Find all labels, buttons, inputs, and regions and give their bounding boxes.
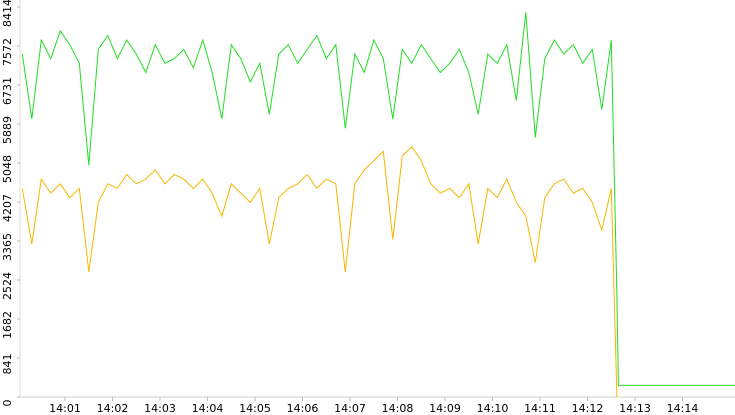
y-tick-label: 0 (1, 400, 14, 407)
x-tick-label: 14:08 (382, 402, 414, 415)
y-tick-label: 5889 (1, 116, 14, 144)
x-tick-label: 14:05 (239, 402, 271, 415)
y-tick-label: 7572 (1, 38, 14, 66)
x-tick-label: 14:14 (667, 402, 699, 415)
x-tick-label: 14:03 (144, 402, 176, 415)
y-tick-label: 4207 (1, 194, 14, 222)
x-tick-label: 14:09 (429, 402, 461, 415)
y-tick-label: 6731 (1, 77, 14, 105)
x-tick-label: 14:13 (619, 402, 651, 415)
series-line (21, 12, 735, 386)
y-tick-label: 1682 (1, 311, 14, 339)
x-tick-label: 14:04 (192, 402, 224, 415)
x-tick-label: 14:02 (97, 402, 129, 415)
y-tick-label: 841 (1, 354, 14, 375)
x-tick-label: 14:10 (477, 402, 509, 415)
x-tick-label: 14:12 (572, 402, 604, 415)
x-tick-label: 14:11 (524, 402, 556, 415)
y-tick-label: 8414 (1, 0, 14, 27)
x-tick-label: 14:01 (49, 402, 81, 415)
x-tick-label: 14:07 (334, 402, 366, 415)
y-tick-label: 5048 (1, 155, 14, 183)
x-tick-label: 14:06 (287, 402, 319, 415)
y-tick-label: 3365 (1, 233, 14, 261)
y-tick-label: 2524 (1, 272, 14, 300)
series-line (21, 145, 618, 398)
